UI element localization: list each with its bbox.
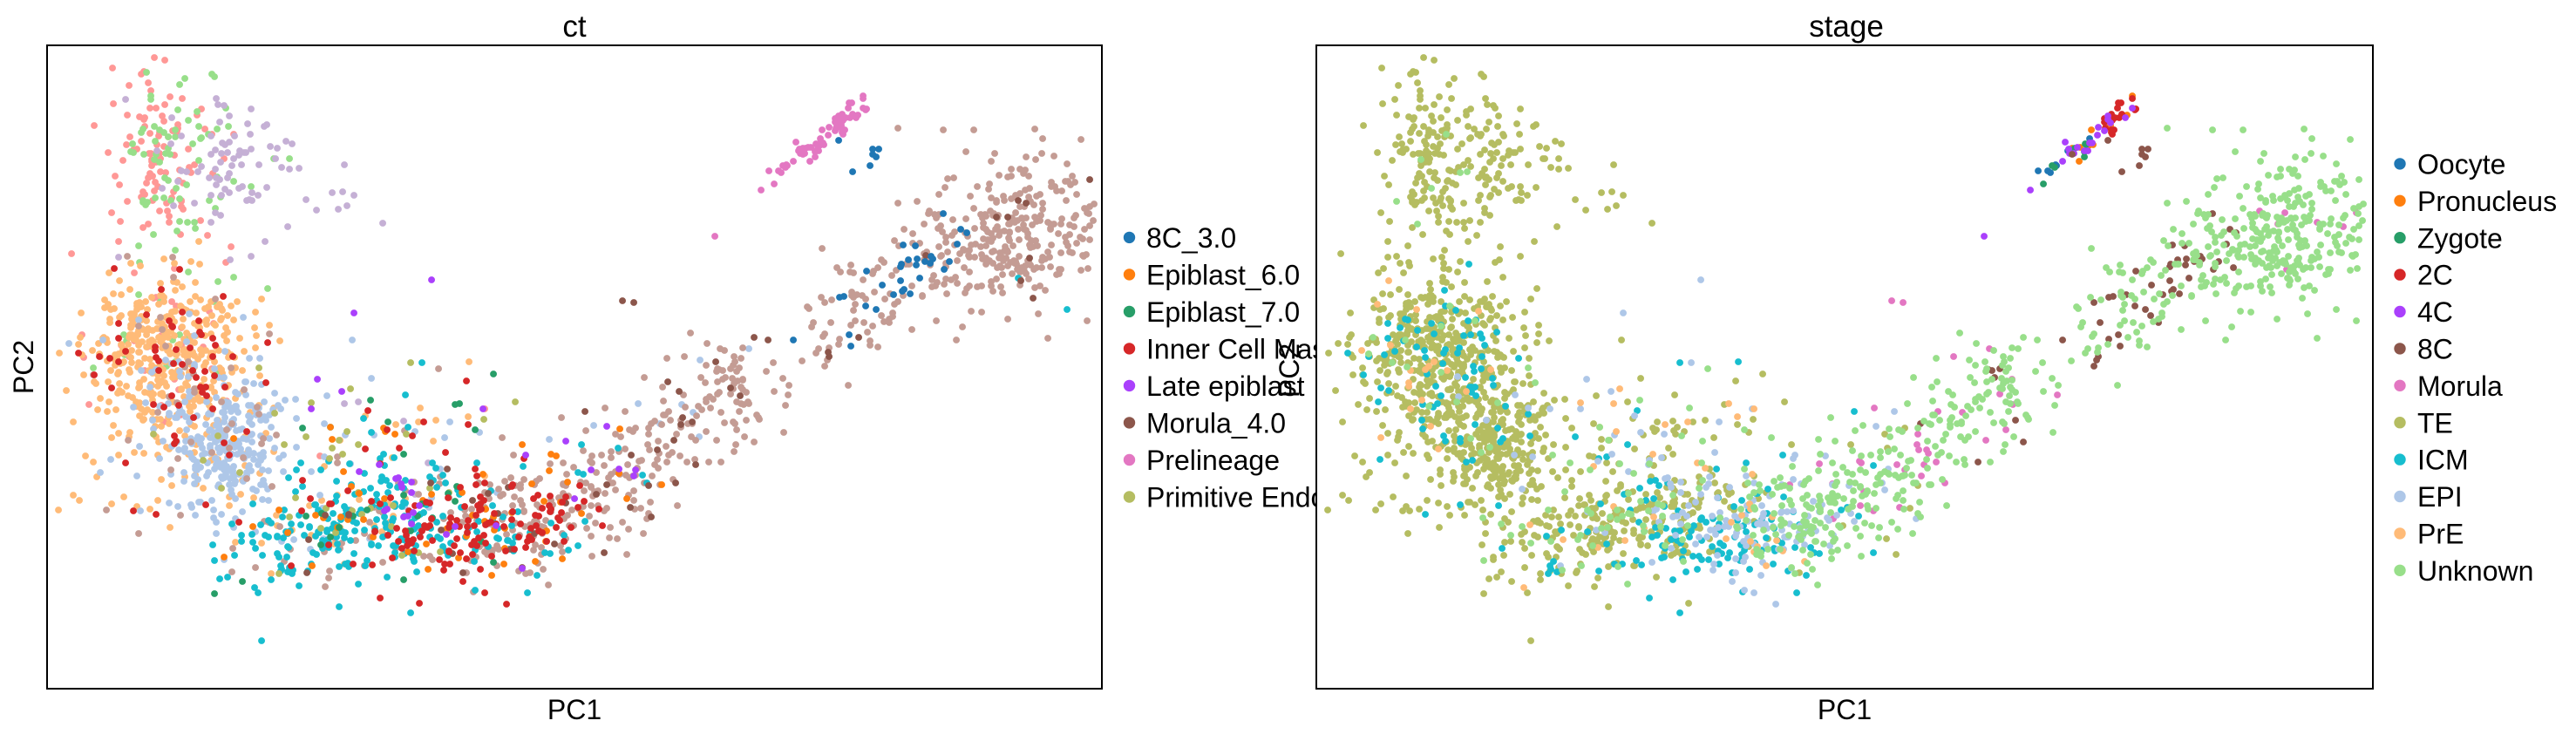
- svg-text:TE: TE: [2417, 407, 2453, 438]
- svg-text:Inner Cell Mass_3.5: Inner Cell Mass_3.5: [1146, 334, 1395, 365]
- svg-text:Morula_4.0: Morula_4.0: [1146, 408, 1286, 439]
- svg-text:PrE: PrE: [2417, 519, 2464, 550]
- svg-text:Prelineage: Prelineage: [1146, 445, 1280, 476]
- svg-text:Epiblast_6.0: Epiblast_6.0: [1146, 260, 1300, 291]
- svg-text:Zygote: Zygote: [2417, 222, 2503, 254]
- svg-text:ICM: ICM: [2417, 445, 2469, 476]
- svg-text:Primitive Endoderm: Primitive Endoderm: [1146, 482, 1390, 513]
- svg-text:PC2: PC2: [8, 340, 39, 394]
- svg-text:Oocyte: Oocyte: [2417, 149, 2505, 180]
- svg-text:ct: ct: [562, 10, 587, 44]
- svg-text:PC1: PC1: [1818, 694, 1872, 725]
- svg-text:PC2: PC2: [1274, 343, 1305, 398]
- svg-text:Morula: Morula: [2417, 370, 2503, 402]
- svg-text:4C: 4C: [2417, 296, 2453, 328]
- svg-text:PC1: PC1: [547, 694, 602, 725]
- svg-text:Pronucleus: Pronucleus: [2417, 186, 2557, 217]
- svg-text:stage: stage: [1809, 10, 1884, 44]
- svg-text:2C: 2C: [2417, 260, 2453, 291]
- svg-text:Late epiblast: Late epiblast: [1146, 370, 1305, 402]
- svg-text:Unknown: Unknown: [2417, 555, 2533, 587]
- svg-text:8C_3.0: 8C_3.0: [1146, 222, 1236, 254]
- svg-text:EPI: EPI: [2417, 481, 2463, 513]
- svg-text:Epiblast_7.0: Epiblast_7.0: [1146, 296, 1300, 328]
- svg-text:8C: 8C: [2417, 334, 2453, 365]
